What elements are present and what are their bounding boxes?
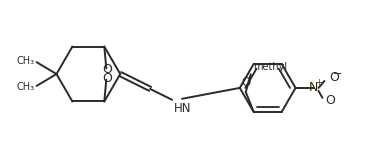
Text: CH₃: CH₃ bbox=[16, 82, 34, 92]
Text: O: O bbox=[102, 63, 112, 76]
Text: O: O bbox=[241, 76, 250, 89]
Text: CH₃: CH₃ bbox=[16, 56, 34, 66]
Text: methyl: methyl bbox=[253, 62, 287, 72]
Text: HN: HN bbox=[174, 102, 191, 115]
Text: O: O bbox=[325, 94, 335, 107]
Text: O: O bbox=[102, 72, 112, 85]
Text: −: − bbox=[333, 69, 342, 79]
Text: +: + bbox=[315, 78, 322, 87]
Text: N: N bbox=[309, 81, 318, 94]
Text: O: O bbox=[329, 71, 339, 84]
